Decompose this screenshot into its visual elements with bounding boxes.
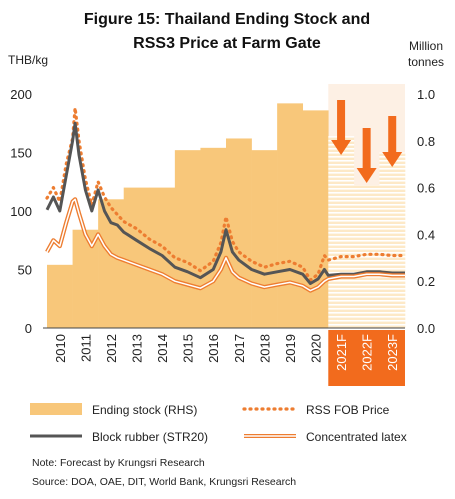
forecast-arrow-shaft [388, 116, 397, 153]
y-right-axis: 0.0 0.2 0.4 0.6 0.8 1.0 [417, 87, 435, 336]
ending-stock-bar-2023 [379, 152, 406, 328]
ending-stock-bar-2021 [328, 136, 355, 328]
y-right-tick-0-6: 0.6 [417, 181, 435, 196]
y-left-tick-200: 200 [10, 87, 32, 102]
ending-stock-bar-2019 [277, 103, 304, 328]
ending-stock-bar-2013 [123, 187, 150, 328]
forecast-arrow-1 [331, 100, 352, 155]
forecast-arrow-head [382, 152, 403, 167]
x-tick-2020: 2020 [309, 334, 324, 363]
chart-source: Source: DOA, OAE, DIT, World Bank, Krung… [32, 476, 296, 488]
y-right-unit-line2: tonnes [408, 55, 444, 69]
y-left-tick-50: 50 [18, 263, 32, 278]
ending-stock-bar-2018 [251, 150, 278, 328]
forecast-arrows [331, 100, 403, 183]
chart-title-line1: Figure 15: Thailand Ending Stock and [84, 11, 370, 28]
ending-stock-bar-2015 [174, 150, 201, 328]
x-axis: 2010 2011 2012 2013 2014 2015 2016 2017 2018 2019… [43, 327, 405, 386]
x-tick-2018: 2018 [257, 334, 272, 363]
y-right-unit-line1: Million [409, 39, 443, 53]
rss-fob-price-line [45, 106, 407, 282]
y-right-tick-0-4: 0.4 [417, 227, 435, 242]
forecast-arrow-head [356, 168, 377, 183]
y-left-tick-100: 100 [10, 204, 32, 219]
x-tick-2023f: 2023F [385, 334, 400, 371]
forecast-label-block [328, 330, 405, 386]
concentrated-latex-line-inner [46, 198, 405, 292]
ending-stock-bar-2010 [47, 264, 73, 328]
x-tick-2014: 2014 [155, 334, 170, 363]
x-tick-2013: 2013 [130, 334, 145, 363]
y-right-tick-0-8: 0.8 [417, 134, 435, 149]
x-tick-2015: 2015 [181, 334, 196, 363]
legend-swatch-ending-stock [30, 403, 82, 415]
x-tick-2019: 2019 [283, 334, 298, 363]
x-tick-2021f: 2021F [334, 334, 349, 371]
ending-stock-bar-2014 [149, 187, 176, 328]
forecast-arrow-shaft [337, 100, 346, 141]
y-right-tick-0-0: 0.0 [417, 321, 435, 336]
y-right-tick-1-0: 1.0 [417, 87, 435, 102]
ending-stock-bar-2020 [302, 110, 329, 328]
legend-label-block-rubber: Block rubber (STR20) [92, 430, 208, 444]
forecast-arrow-head [331, 140, 352, 155]
legend-label-latex: Concentrated latex [306, 430, 407, 444]
legend: Ending stock (RHS) RSS FOB Price Block r… [30, 403, 407, 444]
x-tick-2016: 2016 [206, 334, 221, 363]
forecast-arrow-2 [356, 128, 377, 183]
y-left-tick-0: 0 [25, 321, 32, 336]
chart-title-line2: RSS3 Price at Farm Gate [133, 35, 321, 52]
ending-stock-bars [47, 103, 406, 328]
y-left-tick-150: 150 [10, 146, 32, 161]
forecast-arrow-shaft [362, 128, 371, 169]
x-tick-2010: 2010 [53, 334, 68, 363]
y-left-unit: THB/kg [8, 53, 48, 67]
legend-label-rss-fob: RSS FOB Price [306, 403, 390, 417]
price-lines [45, 106, 407, 293]
y-left-axis: 0 50 100 150 200 [10, 87, 32, 336]
x-tick-2011: 2011 [78, 334, 93, 362]
y-right-tick-0-2: 0.2 [417, 274, 435, 289]
x-tick-2022f: 2022F [360, 334, 375, 371]
x-tick-2017: 2017 [232, 334, 247, 363]
chart-note: Note: Forecast by Krungsri Research [32, 457, 205, 469]
x-tick-2012: 2012 [104, 334, 119, 363]
block-rubber-str20-line [45, 121, 405, 285]
legend-label-ending-stock: Ending stock (RHS) [92, 403, 197, 417]
forecast-arrow-3 [382, 116, 403, 167]
